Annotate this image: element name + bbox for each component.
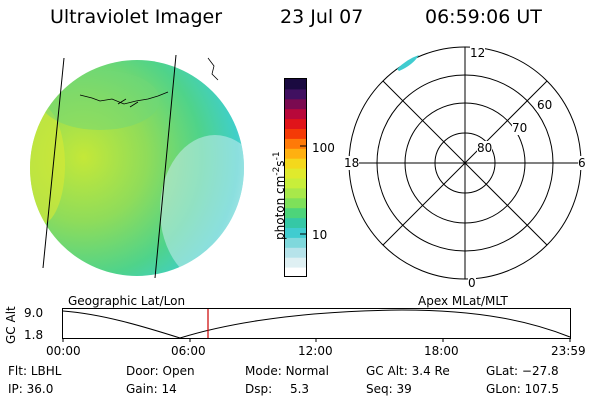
- colorbar-band: [285, 178, 306, 189]
- colorbar-band: [285, 138, 306, 149]
- altitude-timeline: [62, 308, 571, 342]
- colorbar-band: [285, 257, 306, 268]
- terminator-line-right: [154, 54, 177, 279]
- colorbar-band: [285, 158, 306, 169]
- observation-time: 06:59:06 UT: [425, 6, 542, 28]
- timeline-ytick-min: 1.8: [24, 328, 44, 342]
- timeline-xtick-0: 00:00: [46, 344, 81, 358]
- info-glon: GLon: 107.5: [486, 382, 559, 396]
- polar-label-left: 18: [344, 156, 360, 170]
- colorbar-band: [285, 217, 306, 228]
- polar-ring-label-60: 60: [537, 98, 553, 112]
- colorbar-tick-100: 100: [312, 141, 335, 155]
- altitude-curve: [62, 309, 571, 339]
- colorbar-band: [285, 79, 306, 90]
- colorbar-band: [285, 267, 306, 278]
- polar-ring-label-80: 80: [477, 141, 493, 155]
- timeline-xtick-3: 18:00: [424, 344, 459, 358]
- colorbar-band: [285, 227, 306, 238]
- polar-label-bottom: 0: [468, 276, 476, 290]
- timeline-ytick-max: 9.0: [24, 306, 44, 320]
- colorbar-tick-10: 10: [312, 228, 328, 242]
- timeline-left-title: Geographic Lat/Lon: [68, 294, 186, 308]
- colorbar-band: [285, 237, 306, 248]
- instrument-title: Ultraviolet Imager: [50, 6, 223, 28]
- colorbar-band: [285, 118, 306, 129]
- polar-ring-label-70: 70: [512, 121, 528, 135]
- colorbar: [284, 78, 307, 278]
- colorbar-band: [285, 98, 306, 110]
- polar-label-right: 6: [578, 156, 586, 170]
- colorbar-band: [285, 247, 306, 258]
- colorbar-band: [285, 187, 306, 199]
- colorbar-band: [285, 88, 306, 100]
- colorbar-band: [285, 108, 306, 120]
- uv-image: [30, 54, 244, 279]
- colorbar-band: [285, 197, 306, 209]
- polar-grid: [348, 46, 582, 280]
- timeline-ylabel: GC Alt: [4, 306, 18, 344]
- colorbar-band: [285, 128, 306, 139]
- colorbar-label: photon cm-2s-1: [272, 151, 287, 240]
- info-ip: IP: 36.0: [8, 382, 54, 396]
- info-dsp: Dsp: 5.3: [245, 382, 310, 396]
- timeline-xtick-4: 23:59: [551, 344, 586, 358]
- timeline-xtick-2: 12:00: [298, 344, 333, 358]
- info-door: Door: Open: [126, 364, 195, 378]
- aurora-patch: [397, 55, 419, 71]
- info-flt: Flt: LBHL: [8, 364, 62, 378]
- info-seq: Seq: 39: [366, 382, 412, 396]
- observation-date: 23 Jul 07: [280, 6, 364, 28]
- colorbar-band: [285, 148, 306, 159]
- info-mode: Mode: Normal: [245, 364, 329, 378]
- timeline-xtick-1: 06:00: [171, 344, 206, 358]
- coastline-outline: [79, 91, 169, 108]
- info-glat: GLat: −27.8: [486, 364, 559, 378]
- polar-label-top: 12: [470, 46, 486, 60]
- info-gcalt: GC Alt: 3.4 Re: [366, 364, 450, 378]
- timeline-right-title: Apex MLat/MLT: [418, 294, 508, 308]
- colorbar-band: [285, 168, 306, 179]
- terminator-line-left: [42, 57, 65, 269]
- coastline-outline-ne: [207, 57, 219, 81]
- info-gain: Gain: 14: [126, 382, 177, 396]
- colorbar-band: [285, 207, 306, 219]
